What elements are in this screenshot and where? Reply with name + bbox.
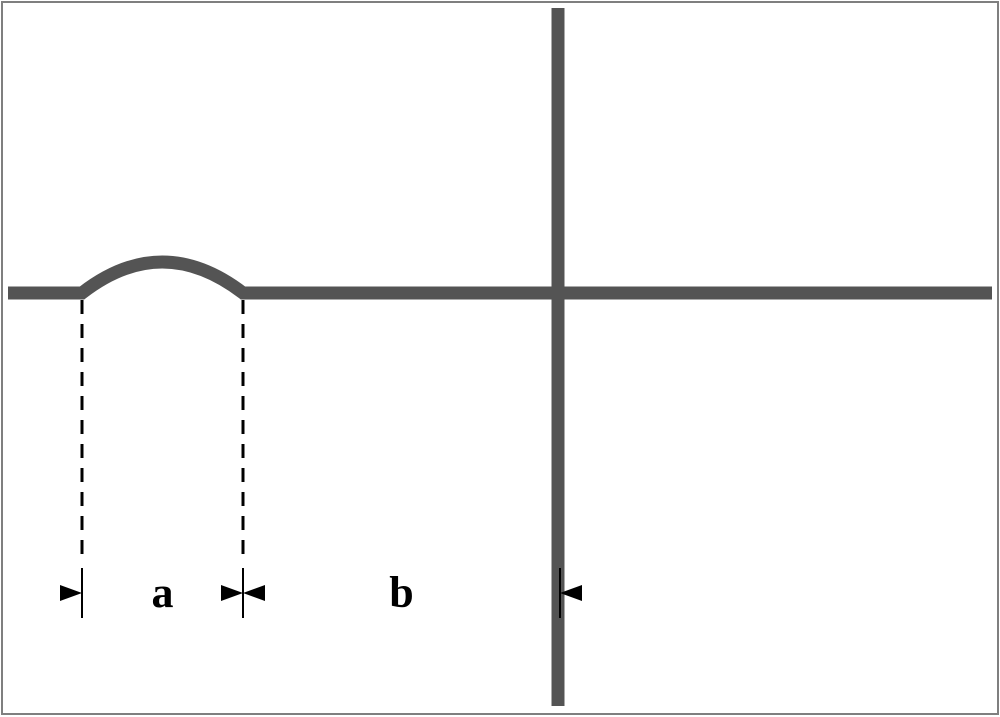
dimension-arrow: [221, 585, 243, 601]
diagram-canvas: ab: [0, 0, 1000, 717]
dimension-label-a: a: [152, 568, 174, 617]
dimension-arrow: [243, 585, 265, 601]
dimension-label-b: b: [389, 568, 413, 617]
dimension-arrow: [60, 585, 82, 601]
horizontal-axis-line: [8, 262, 992, 293]
